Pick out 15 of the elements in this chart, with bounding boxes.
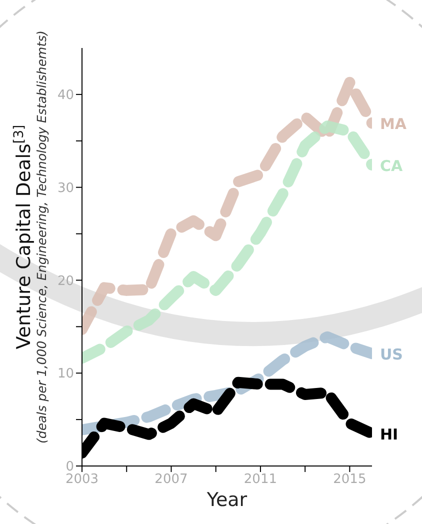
series-label: US	[380, 346, 403, 364]
x-tick-label: 2007	[154, 472, 188, 488]
y-tick-label: 0	[66, 460, 74, 475]
y-tick-label: 40	[57, 88, 74, 104]
x-axis-title: Year	[206, 489, 248, 511]
y-tick-label: 10	[57, 366, 74, 382]
y-tick-label: 30	[57, 180, 74, 196]
y-tick-label: 20	[57, 274, 74, 289]
x-tick-label: 2015	[333, 472, 366, 488]
series-label: MA	[380, 115, 407, 134]
series-label: HI	[380, 425, 398, 444]
x-tick-label: 2011	[244, 472, 278, 488]
text: (deals per 1,000 Science, Engineering, Technology Establishemts)	[34, 30, 49, 444]
x-tick-label: 2003	[65, 472, 99, 488]
series-label: CA	[380, 157, 404, 176]
